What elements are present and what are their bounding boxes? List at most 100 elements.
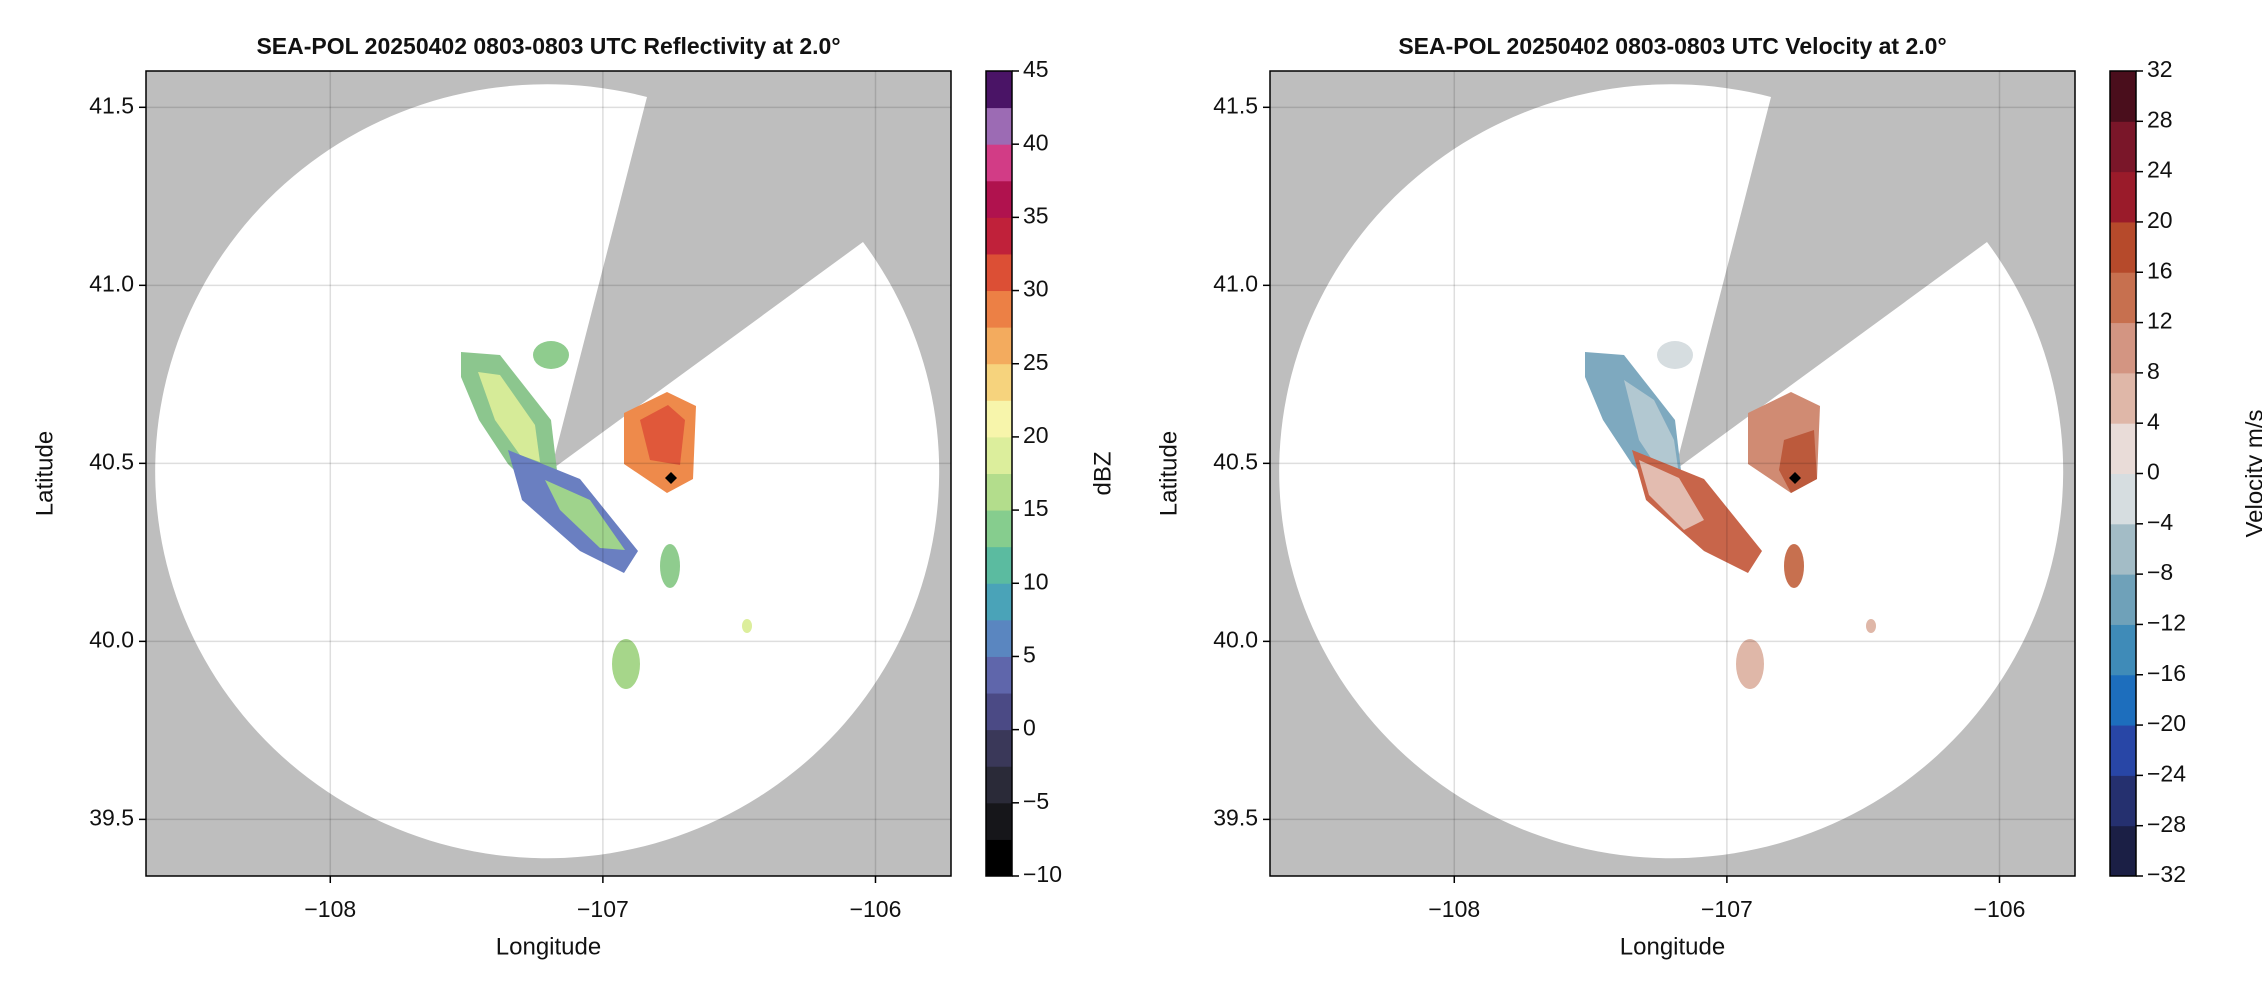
colorbar-bin bbox=[2110, 272, 2136, 324]
colorbar-bin bbox=[986, 802, 1012, 840]
colorbar-tick-label: −5 bbox=[1023, 788, 1049, 814]
colorbar-bin bbox=[2110, 171, 2136, 223]
colorbar-bin bbox=[2110, 624, 2136, 676]
y-tick-label: 40.5 bbox=[1213, 448, 1258, 474]
echo bbox=[1624, 380, 1679, 475]
colorbar-tick-label: 35 bbox=[1023, 202, 1049, 228]
colorbar-bin bbox=[986, 253, 1012, 292]
x-tick-label: −107 bbox=[577, 896, 629, 922]
colorbar-tick-label: 28 bbox=[2147, 106, 2173, 132]
colorbar-bin bbox=[986, 144, 1012, 182]
colorbar-bin bbox=[986, 839, 1012, 877]
colorbar-bin bbox=[2110, 574, 2136, 625]
colorbar-tick-label: −24 bbox=[2147, 760, 2186, 786]
colorbar-tick-label: 12 bbox=[2147, 308, 2173, 334]
y-tick-label: 39.5 bbox=[1213, 804, 1258, 830]
colorbar-bin bbox=[986, 180, 1012, 218]
colorbar-bin bbox=[986, 510, 1012, 548]
colorbar-bin bbox=[986, 766, 1012, 804]
colorbar-tick-label: 24 bbox=[2147, 157, 2173, 183]
colorbar-bin bbox=[2110, 221, 2136, 273]
colorbar-bin bbox=[2110, 523, 2136, 575]
colorbar-tick-label: −32 bbox=[2147, 861, 2186, 887]
colorbar-label: Velocity m/s bbox=[2241, 409, 2262, 537]
y-tick-label: 40.0 bbox=[1213, 626, 1258, 652]
radar-site bbox=[1789, 472, 1801, 484]
echo bbox=[612, 639, 640, 689]
colorbar-tick-label: −20 bbox=[2147, 710, 2186, 736]
colorbar-bin bbox=[986, 473, 1012, 511]
colorbar-tick-label: 20 bbox=[1023, 422, 1049, 448]
echo bbox=[545, 480, 625, 550]
colorbar-label: dBZ bbox=[1089, 451, 1116, 495]
colorbar-bin bbox=[986, 619, 1012, 657]
echo bbox=[1866, 619, 1876, 633]
colorbar-bin bbox=[986, 436, 1012, 474]
y-tick-label: 41.0 bbox=[89, 270, 134, 296]
colorbar-tick-label: −12 bbox=[2147, 610, 2186, 636]
colorbar-tick-label: 5 bbox=[1023, 642, 1036, 668]
colorbar-bin bbox=[2110, 825, 2136, 877]
x-axis-label: Longitude bbox=[496, 933, 601, 960]
echo bbox=[1736, 639, 1764, 689]
x-axis-label: Longitude bbox=[1620, 933, 1725, 960]
colorbar-bin bbox=[986, 363, 1012, 401]
colorbar-bin bbox=[986, 656, 1012, 694]
colorbar-bin bbox=[2110, 674, 2136, 726]
plot-frame bbox=[145, 70, 952, 877]
colorbar-bin bbox=[986, 327, 1012, 365]
echo bbox=[1784, 544, 1804, 588]
echo bbox=[660, 544, 680, 588]
colorbar-tick-label: 15 bbox=[1023, 495, 1049, 521]
colorbar-bin bbox=[2110, 322, 2136, 374]
echo bbox=[533, 341, 569, 369]
y-tick-label: 41.0 bbox=[1213, 270, 1258, 296]
y-axis-label: Latitude bbox=[31, 431, 58, 516]
colorbar-bin bbox=[2110, 372, 2136, 424]
colorbar-tick-label: −4 bbox=[2147, 509, 2173, 535]
colorbar-bin bbox=[986, 583, 1012, 621]
echo bbox=[640, 405, 685, 465]
colorbar-bin bbox=[986, 217, 1012, 255]
colorbar-tick-label: 40 bbox=[1023, 129, 1049, 155]
x-tick-label: −106 bbox=[850, 896, 902, 922]
colorbar-bin bbox=[2110, 775, 2136, 827]
echo bbox=[1639, 460, 1704, 530]
chart-title: SEA-POL 20250402 0803-0803 UTC Velocity … bbox=[1398, 33, 1946, 59]
y-tick-label: 39.5 bbox=[89, 804, 134, 830]
colorbar-tick-label: −10 bbox=[1023, 861, 1062, 887]
echo bbox=[478, 372, 540, 462]
x-tick-label: −106 bbox=[1974, 896, 2026, 922]
colorbar-tick-label: 0 bbox=[2147, 459, 2160, 485]
colorbar-bin bbox=[2110, 725, 2136, 776]
y-axis-label: Latitude bbox=[1155, 431, 1182, 516]
colorbar-tick-label: 0 bbox=[1023, 715, 1036, 741]
colorbar-bin bbox=[986, 546, 1012, 584]
colorbar-bin bbox=[2110, 473, 2136, 525]
x-tick-label: −107 bbox=[1701, 896, 1753, 922]
colorbar-tick-label: 45 bbox=[1023, 56, 1049, 82]
y-tick-label: 41.5 bbox=[1213, 92, 1258, 118]
colorbar-frame bbox=[985, 70, 1013, 877]
chart-title: SEA-POL 20250402 0803-0803 UTC Reflectiv… bbox=[256, 33, 840, 59]
echo bbox=[742, 619, 752, 633]
radar-panel bbox=[146, 71, 951, 876]
colorbar-bin bbox=[986, 290, 1012, 328]
colorbar-bin bbox=[2110, 423, 2136, 474]
colorbar-bin bbox=[2110, 121, 2136, 173]
y-tick-label: 41.5 bbox=[89, 92, 134, 118]
colorbar-bin bbox=[986, 400, 1012, 438]
colorbar-tick-label: 4 bbox=[2147, 408, 2160, 434]
echo bbox=[1779, 430, 1817, 493]
colorbar-tick-label: −28 bbox=[2147, 811, 2186, 837]
x-tick-label: −108 bbox=[1428, 896, 1480, 922]
colorbar-tick-label: 30 bbox=[1023, 276, 1049, 302]
colorbar-bin bbox=[986, 107, 1012, 145]
colorbar-tick-label: −8 bbox=[2147, 559, 2173, 585]
plot-frame bbox=[1269, 70, 2076, 877]
colorbar-bin bbox=[986, 71, 1012, 109]
y-tick-label: 40.5 bbox=[89, 448, 134, 474]
colorbar-bin bbox=[986, 693, 1012, 731]
colorbar-tick-label: 20 bbox=[2147, 207, 2173, 233]
